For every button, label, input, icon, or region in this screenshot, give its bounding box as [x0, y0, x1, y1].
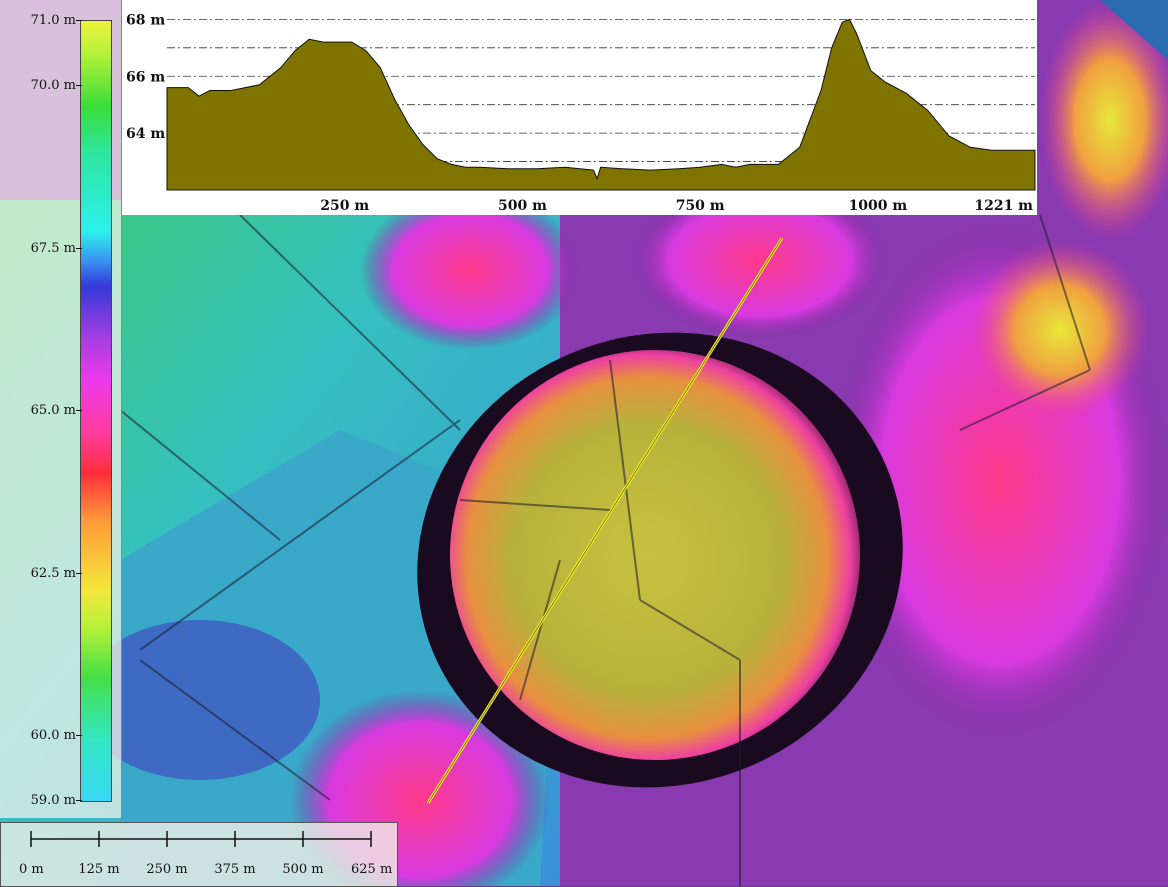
profile-y-tick-label: 64 m	[126, 126, 165, 142]
scale-bar-label: 375 m	[214, 862, 255, 877]
scale-bar-label: 500 m	[282, 862, 323, 877]
scale-bar: 0 m 125 m 250 m 375 m 500 m 625 m	[0, 822, 398, 887]
profile-x-tick-label: 250 m	[320, 198, 369, 214]
legend-tick-label: 65.0 m	[0, 404, 82, 417]
elevation-profile-chart: 68 m 66 m 64 m 250 m 500 m 750 m 1000 m 1221 m	[122, 0, 1037, 215]
legend-tick-label: 62.5 m	[0, 567, 82, 580]
elevation-color-ramp	[80, 20, 112, 802]
elevation-legend: 71.0 m 70.0 m 67.5 m 65.0 m 62.5 m 60.0 m 59.0…	[0, 0, 122, 818]
scale-bar-label: 125 m	[78, 862, 119, 877]
profile-y-tick-label: 66 m	[126, 69, 165, 85]
legend-tick-label: 71.0 m	[0, 14, 82, 27]
legend-tick-label: 67.5 m	[0, 242, 82, 255]
profile-x-tick-label: 750 m	[676, 198, 725, 214]
scale-bar-label: 0 m	[19, 862, 44, 877]
profile-x-tick-label: 1221 m	[974, 198, 1033, 214]
profile-y-tick-label: 68 m	[126, 12, 165, 28]
scale-bar-label: 625 m	[351, 862, 392, 877]
profile-x-tick-label: 1000 m	[849, 198, 908, 214]
legend-tick-label: 70.0 m	[0, 79, 82, 92]
scale-bar-label: 250 m	[146, 862, 187, 877]
legend-tick-label: 60.0 m	[0, 729, 82, 742]
profile-x-tick-label: 500 m	[498, 198, 547, 214]
profile-area-series	[166, 18, 1036, 191]
legend-tick-label: 59.0 m	[0, 794, 82, 807]
